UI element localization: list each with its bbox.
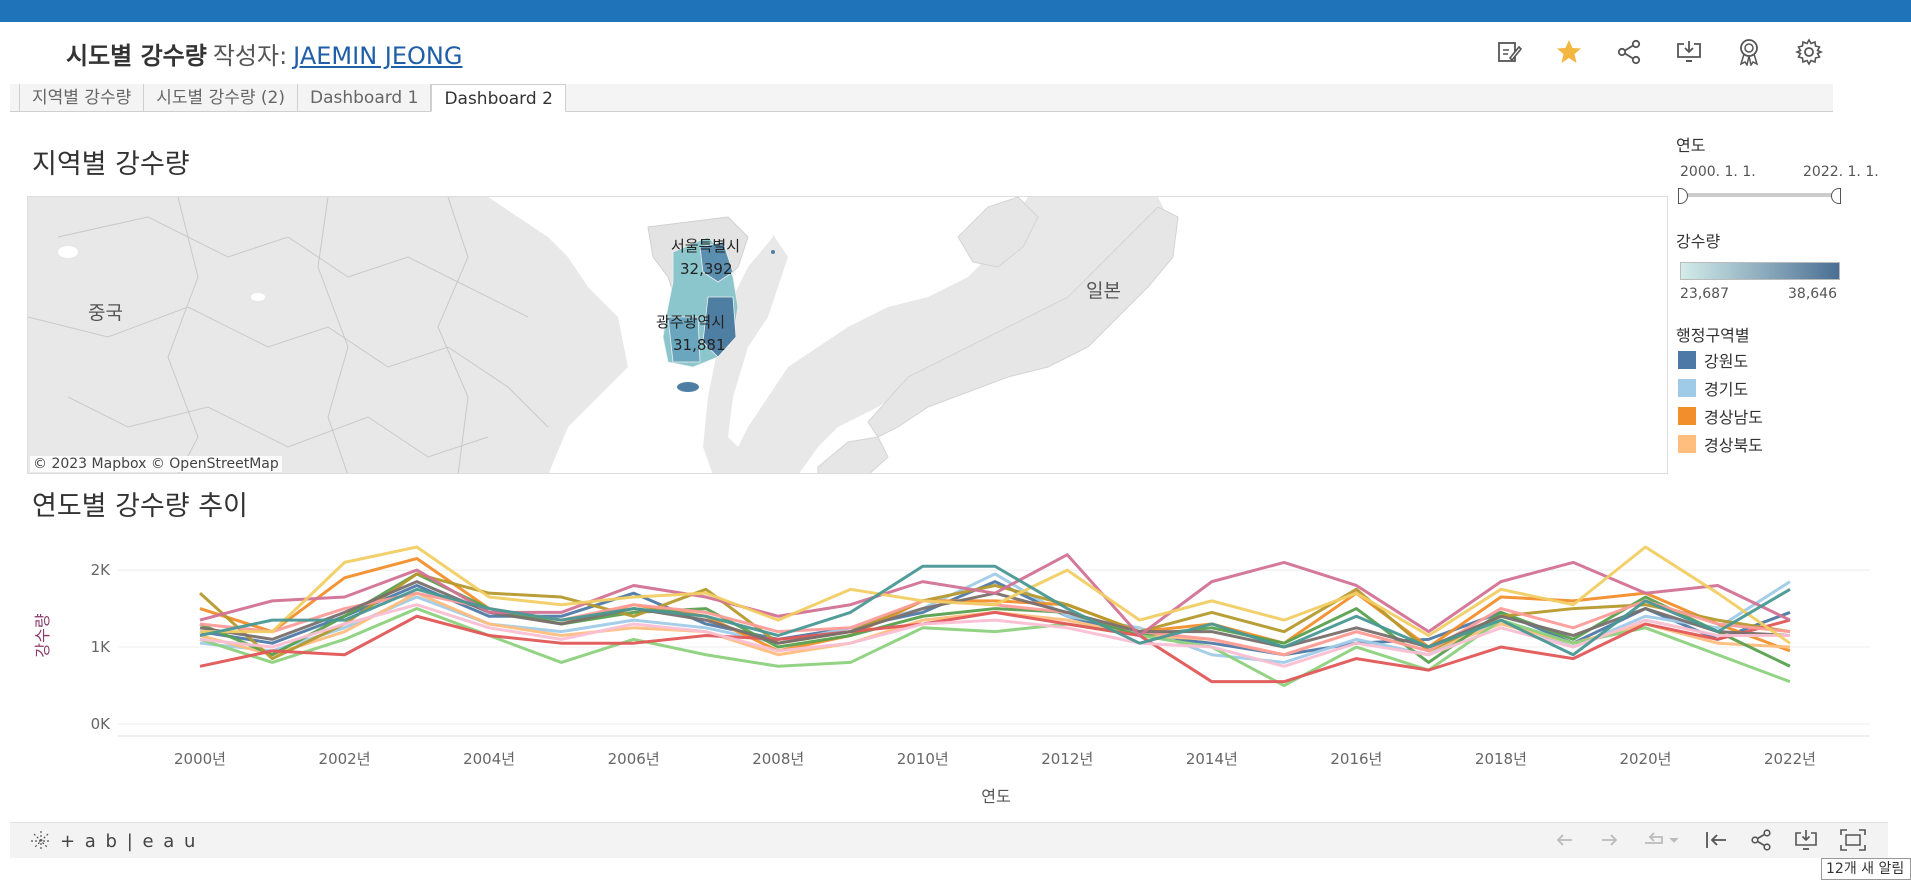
year-filter-start: 2000. 1. 1.	[1680, 164, 1756, 180]
share-icon[interactable]	[1613, 36, 1645, 68]
dashboard-canvas: 지역별 강수량 중국	[10, 112, 1888, 822]
notification-badge[interactable]: 12개 새 알림	[1821, 858, 1911, 880]
x-tick-label: 2018년	[1475, 750, 1527, 768]
legend-item-gyeongnam[interactable]: 경상남도	[1678, 402, 1763, 430]
x-tick-label: 2000년	[174, 750, 226, 768]
rain-legend-min: 23,687	[1680, 286, 1729, 302]
edit-icon[interactable]	[1493, 36, 1525, 68]
y-tick-label: 2K	[91, 561, 112, 579]
tab-region-rain[interactable]: 지역별 강수량	[20, 84, 145, 112]
header-toolbar	[1493, 36, 1825, 68]
precipitation-map[interactable]: 중국 일본 서울특별시 32,392 광주광역시 31,881 © 2023 M…	[27, 196, 1668, 474]
reset-icon[interactable]	[1704, 829, 1728, 851]
x-tick-label: 2006년	[608, 750, 660, 768]
map-label-gwangju: 광주광역시	[656, 313, 725, 331]
tab-province-rain-2[interactable]: 시도별 강수량 (2)	[144, 84, 298, 112]
x-tick-label: 2016년	[1330, 750, 1382, 768]
legend-label: 경기도	[1704, 380, 1749, 399]
trend-section-title: 연도별 강수량 추이	[32, 491, 248, 522]
footer-download-icon[interactable]	[1794, 829, 1818, 851]
star-icon[interactable]	[1553, 36, 1585, 68]
rain-color-ramp	[1680, 262, 1840, 280]
x-tick-label: 2022년	[1764, 750, 1816, 768]
series-line-10	[199, 553, 1791, 637]
filter-panel: 연도 2000. 1. 1. 2022. 1. 1. 강수량 23,687 38…	[1668, 112, 1888, 462]
tab-dashboard-1[interactable]: Dashboard 1	[298, 84, 432, 112]
rain-legend-title: 강수량	[1676, 232, 1721, 251]
y-tick-label: 0K	[91, 715, 112, 733]
legend-label: 경상북도	[1704, 436, 1763, 455]
redo-icon[interactable]	[1598, 829, 1620, 851]
map-value-gwangju: 31,881	[673, 336, 726, 354]
legend-label: 강원도	[1704, 352, 1749, 371]
x-tick-label: 2004년	[463, 750, 515, 768]
map-credit[interactable]: © 2023 Mapbox © OpenStreetMap	[30, 456, 282, 472]
viz-title: 시도별 강수량 작성자: JAEMIN JEONG	[66, 36, 462, 71]
series-line-5	[199, 607, 1791, 688]
legend-swatch	[1678, 351, 1696, 369]
series-line-2	[199, 557, 1791, 653]
footer-toolbar	[1554, 829, 1866, 851]
rain-legend-max: 38,646	[1788, 286, 1837, 302]
viz-footer: + a b | e a u	[10, 822, 1888, 858]
x-axis-title: 연도	[981, 787, 1010, 806]
year-slider-handle-end[interactable]	[1831, 188, 1841, 204]
series-line-11	[199, 603, 1790, 668]
y-axis-title: 강수량	[33, 613, 52, 657]
map-section-title: 지역별 강수량	[32, 149, 190, 180]
x-tick-label: 2010년	[897, 750, 949, 768]
legend-item-gyeongbuk[interactable]: 경상북도	[1678, 430, 1763, 458]
rain-trend-chart[interactable]: 0K 1K 2K 2000년 2002년 2004년 2006년 2008년 2010년 2012…	[10, 532, 1870, 822]
undo-icon[interactable]	[1554, 829, 1576, 851]
fullscreen-icon[interactable]	[1840, 829, 1866, 851]
author-link[interactable]: JAEMIN JEONG	[293, 42, 463, 70]
map-canvas: 중국 일본 서울특별시 32,392 광주광역시 31,881	[28, 197, 1667, 473]
map-label-japan: 일본	[1086, 280, 1121, 302]
sheet-tabs: 지역별 강수량 시도별 강수량 (2) Dashboard 1 Dashboar…	[10, 84, 1833, 112]
year-filter-end: 2022. 1. 1.	[1803, 164, 1879, 180]
legend-swatch	[1678, 379, 1696, 397]
map-label-seoul: 서울특별시	[671, 237, 740, 255]
series-line-7	[199, 610, 1791, 684]
region-legend: 강원도 경기도 경상남도 경상북도	[1678, 346, 1763, 458]
top-banner	[0, 0, 1911, 22]
x-tick-label: 2002년	[319, 750, 371, 768]
revert-icon[interactable]	[1642, 829, 1682, 851]
tab-spacer	[10, 84, 20, 111]
tab-dashboard-2[interactable]: Dashboard 2	[431, 84, 566, 112]
download-icon[interactable]	[1673, 36, 1705, 68]
x-tick-label: 2020년	[1619, 750, 1671, 768]
x-tick-label: 2014년	[1186, 750, 1238, 768]
legend-label: 경상남도	[1704, 408, 1763, 427]
series-line-13	[199, 564, 1791, 657]
region-legend-title: 행정구역별	[1676, 326, 1750, 345]
tableau-logo-text: + a b | e a u	[60, 830, 198, 852]
legend-swatch	[1678, 435, 1696, 453]
map-label-china: 중국	[88, 302, 123, 324]
x-tick-label: 2008년	[752, 750, 804, 768]
legend-swatch	[1678, 407, 1696, 425]
x-tick-label: 2012년	[1041, 750, 1093, 768]
footer-share-icon[interactable]	[1750, 829, 1772, 851]
y-tick-label: 1K	[91, 638, 112, 656]
badge-icon[interactable]	[1733, 36, 1765, 68]
legend-item-gyeonggi[interactable]: 경기도	[1678, 374, 1763, 402]
viz-header: 시도별 강수량 작성자: JAEMIN JEONG	[0, 22, 1911, 84]
viz-title-text: 시도별 강수량	[66, 42, 207, 70]
series-line-12	[200, 545, 1791, 645]
year-slider-handle-start[interactable]	[1678, 188, 1688, 204]
year-filter-title: 연도	[1676, 136, 1706, 155]
tableau-logo[interactable]: + a b | e a u	[30, 830, 197, 852]
tableau-logo-icon	[31, 831, 51, 851]
legend-item-gangwon[interactable]: 강원도	[1678, 346, 1763, 374]
author-label: 작성자:	[212, 42, 288, 70]
year-slider-track[interactable]	[1680, 193, 1840, 197]
settings-icon[interactable]	[1793, 36, 1825, 68]
map-value-seoul: 32,392	[680, 260, 733, 278]
